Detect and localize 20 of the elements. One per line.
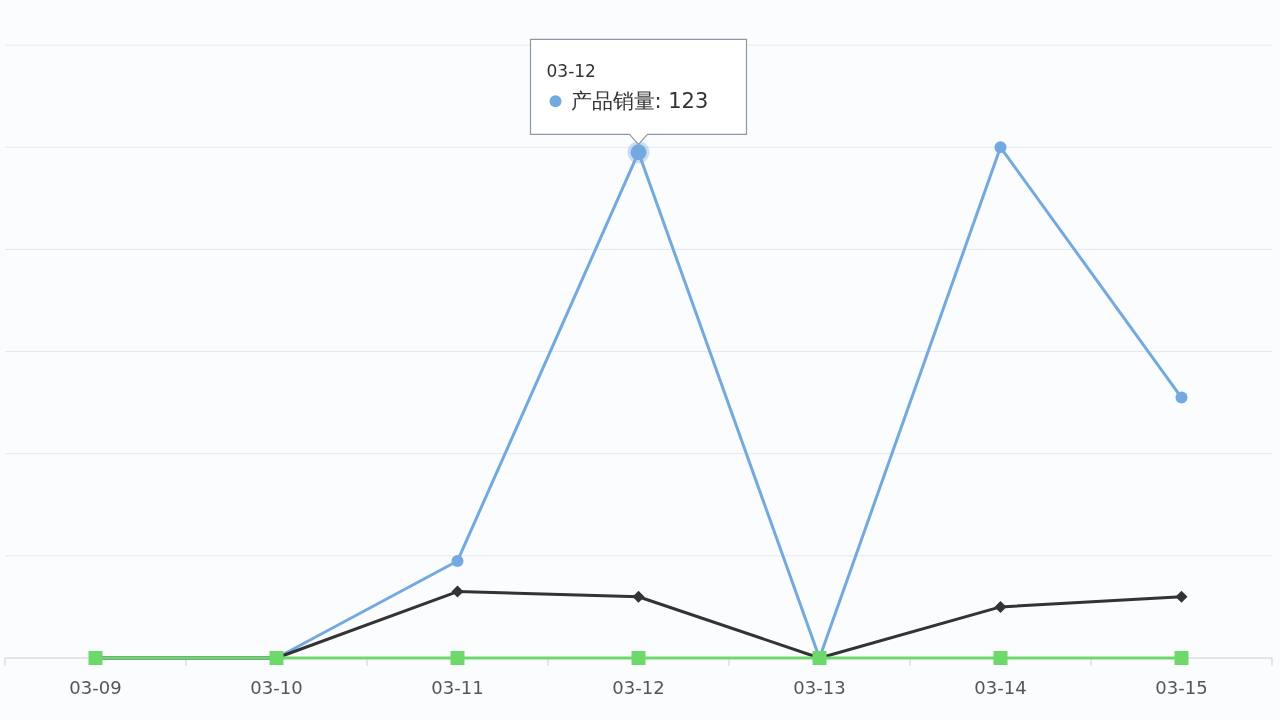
x-tick-label: 03-12 [612, 677, 665, 698]
annotation: 产品销量: 123 [570, 89, 709, 114]
point [1175, 590, 1188, 603]
point [632, 590, 645, 603]
point [451, 585, 464, 598]
x-tick-label: 03-09 [69, 677, 122, 698]
x-tick-label: 03-13 [793, 677, 846, 698]
point [1175, 391, 1188, 404]
x-tick-label: 03-10 [250, 677, 303, 698]
x-tick-label: 03-14 [974, 677, 1027, 698]
point [993, 651, 1008, 665]
x-tick-label: 03-15 [1155, 677, 1208, 698]
text: 03-12 [546, 61, 596, 82]
point [994, 600, 1007, 613]
x-tick-label: 03-11 [431, 677, 484, 698]
point [451, 554, 464, 567]
point [1174, 651, 1189, 665]
point [450, 651, 465, 665]
point [631, 651, 646, 665]
point [994, 141, 1007, 154]
